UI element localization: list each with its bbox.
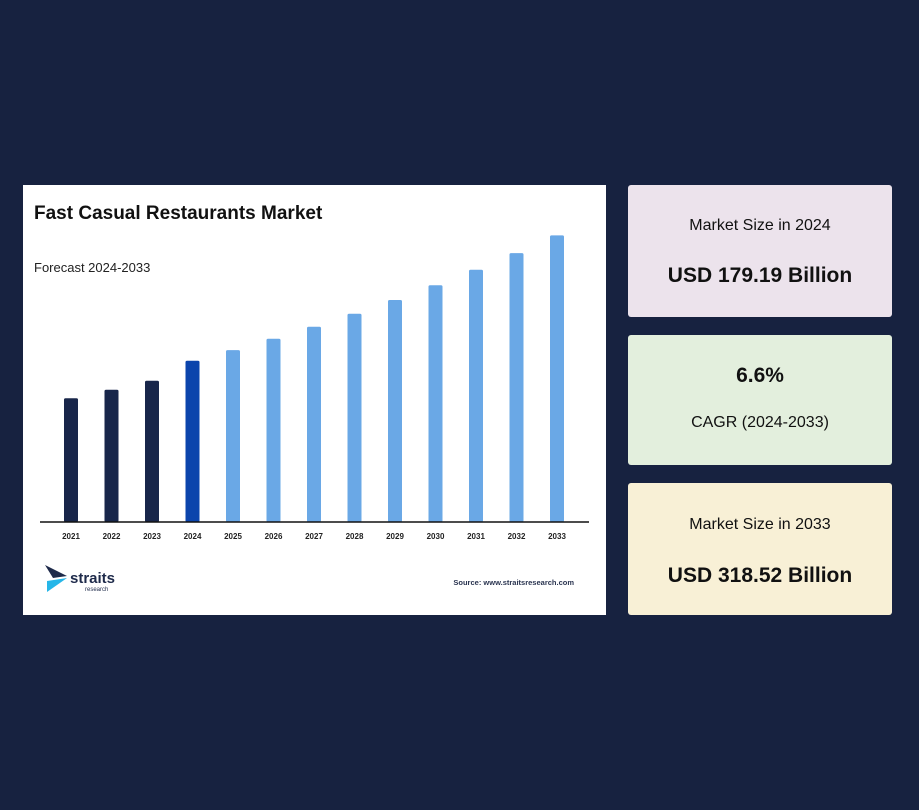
bar-2031 xyxy=(469,269,483,522)
cagr-value: 6.6% xyxy=(736,364,784,387)
cagr-card: 6.6% CAGR (2024-2033) xyxy=(628,335,892,465)
x-tick-label: 2030 xyxy=(427,532,445,541)
cagr-label: CAGR (2024-2033) xyxy=(691,414,829,431)
x-tick-label: 2028 xyxy=(346,532,364,541)
x-tick-label: 2031 xyxy=(467,532,485,541)
bar-2029 xyxy=(388,299,402,522)
bar-2024 xyxy=(185,360,200,522)
bar-2023 xyxy=(145,380,159,522)
chart-subtitle: Forecast 2024-2033 xyxy=(34,260,151,275)
bar-2027 xyxy=(307,326,321,522)
x-tick-label: 2027 xyxy=(305,532,323,541)
market-size-2024-card: Market Size in 2024 USD 179.19 Billion xyxy=(628,185,892,317)
market-size-2033-value: USD 318.52 Billion xyxy=(667,564,853,587)
logo-name: straits xyxy=(70,570,116,587)
bar-chart: 2021 2022 2023 2024 2025 2026 2027 2028 2029 2030… xyxy=(40,235,589,541)
x-tick-label: 2029 xyxy=(386,532,404,541)
x-tick-label: 2024 xyxy=(184,532,202,541)
bar-2033 xyxy=(550,235,564,522)
source-text: Source: www.straitsresearch.com xyxy=(453,578,574,587)
straits-logo-icon xyxy=(45,565,67,592)
chart-card: Fast Casual Restaurants Market Forecast … xyxy=(23,185,606,615)
market-size-2024-label: Market Size in 2024 xyxy=(689,217,831,234)
x-tick-label: 2033 xyxy=(548,532,566,541)
bar-2025 xyxy=(226,350,240,522)
bar-2021 xyxy=(64,398,78,522)
logo-sub: research xyxy=(85,587,109,593)
chart-title: Fast Casual Restaurants Market xyxy=(34,203,323,224)
bar-2028 xyxy=(347,313,362,522)
market-size-2033-card: Market Size in 2033 USD 318.52 Billion xyxy=(628,483,892,615)
bar-2030 xyxy=(428,285,443,522)
bar-2032 xyxy=(509,253,524,522)
x-tick-label: 2023 xyxy=(143,532,161,541)
x-tick-label: 2025 xyxy=(224,532,242,541)
x-tick-label: 2022 xyxy=(103,532,121,541)
x-tick-label: 2021 xyxy=(62,532,80,541)
market-size-2024-value: USD 179.19 Billion xyxy=(667,264,853,287)
x-tick-label: 2032 xyxy=(508,532,526,541)
bar-2026 xyxy=(266,338,281,522)
bar-2022 xyxy=(104,389,119,522)
market-size-2033-label: Market Size in 2033 xyxy=(689,516,831,533)
x-tick-label: 2026 xyxy=(265,532,283,541)
